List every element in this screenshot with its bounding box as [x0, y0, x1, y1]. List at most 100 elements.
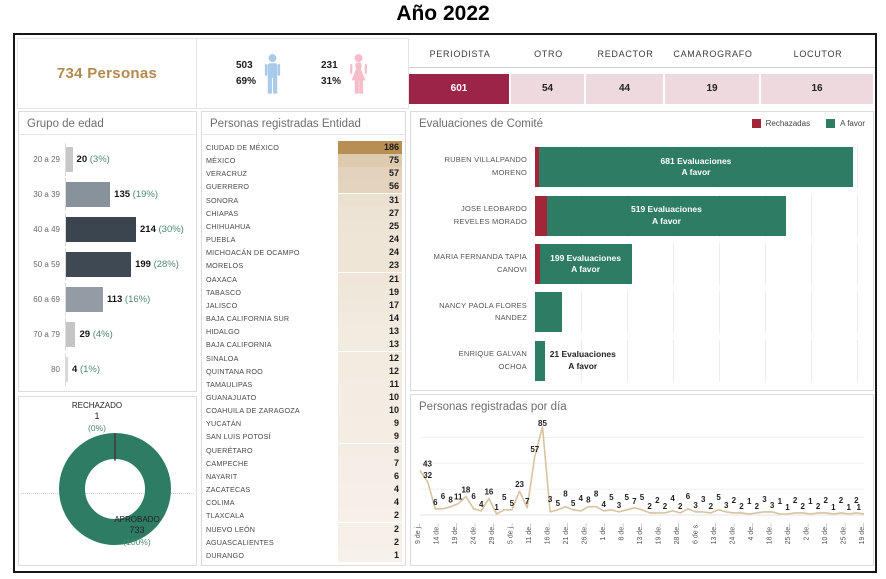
entity-row[interactable]: MORELOS 23 — [206, 259, 402, 273]
age-bar[interactable] — [66, 357, 68, 382]
daily-value-label: 5 — [556, 499, 561, 508]
afavor-bar-segment[interactable]: 199 Evaluaciones A favor — [539, 243, 632, 284]
entity-name: CIUDAD DE MÉXICO — [206, 143, 280, 152]
entity-row[interactable]: MÉXICO 75 — [206, 154, 402, 168]
entity-row[interactable]: CIUDAD DE MÉXICO 186 — [206, 141, 402, 154]
afavor-bar-segment[interactable]: 519 Evaluaciones A favor — [546, 195, 787, 236]
age-bar[interactable] — [66, 287, 103, 312]
daily-value-label: 2 — [732, 496, 737, 505]
evaluation-bar-zone: 681 Evaluaciones A favor — [535, 146, 868, 189]
age-value-label: 135 (19%) — [114, 189, 158, 200]
daily-value-label: 5 — [609, 493, 614, 502]
daily-value-label: 3 — [617, 501, 622, 510]
entity-name: DURANGO — [206, 550, 245, 560]
age-bar[interactable] — [66, 322, 76, 347]
rechazadas-bar-segment[interactable] — [535, 195, 547, 236]
gender-panel: 503 69% 231 31% — [197, 38, 409, 109]
entity-value: 10 — [338, 404, 402, 418]
daily-value-label: 1 — [857, 503, 862, 512]
evaluator-name: MARIA FERNANDA TAPIA CANOVI — [433, 252, 527, 274]
entity-row[interactable]: SAN LUIS POTOSÍ 9 — [206, 430, 402, 444]
daily-value-label: 3 — [701, 495, 706, 504]
profession-cell-redactor[interactable]: 44 — [586, 74, 665, 104]
entity-row[interactable]: TAMAULIPAS 11 — [206, 377, 402, 391]
entity-row[interactable]: GUANAJUATO 10 — [206, 390, 402, 404]
entity-name: YUCATÁN — [206, 419, 242, 429]
age-bar-row[interactable]: 50 a 59 199 (28%) — [23, 248, 194, 281]
entity-row[interactable]: COLIMA 4 — [206, 496, 402, 510]
daily-value-label: 3 — [548, 495, 553, 504]
daily-value-label: 16 — [484, 487, 493, 496]
age-bar-row[interactable]: 80 4 (1%) — [23, 353, 194, 386]
dashboard-board: 734 Personas 503 69% 23 — [13, 33, 877, 573]
entity-row[interactable]: QUINTANA ROO 12 — [206, 364, 402, 378]
entity-row[interactable]: HIDALGO 13 — [206, 325, 402, 339]
age-bar-row[interactable]: 40 a 49 214 (30%) — [23, 213, 194, 246]
entity-name: COLIMA — [206, 498, 235, 508]
entity-row[interactable]: SONORA 31 — [206, 193, 402, 207]
entity-row[interactable]: TLAXCALA 2 — [206, 509, 402, 523]
entity-row[interactable]: PUEBLA 24 — [206, 233, 402, 247]
entity-row[interactable]: OAXACA 21 — [206, 272, 402, 286]
entity-name: MÉXICO — [206, 156, 236, 166]
entity-row[interactable]: MICHOACÁN DE OCAMPO 24 — [206, 246, 402, 260]
daily-value-label: 4 — [479, 500, 484, 509]
entity-row[interactable]: CAMPECHE 7 — [206, 456, 402, 470]
rechazadas-bar-segment[interactable] — [535, 243, 540, 284]
evaluations-title: Evaluaciones de Comité — [419, 118, 544, 130]
age-bar-zone: 214 (30%) — [65, 213, 194, 246]
entity-name: SINALOA — [206, 353, 239, 363]
age-bar[interactable] — [66, 147, 73, 172]
age-bar-row[interactable]: 20 a 29 20 (3%) — [23, 143, 194, 176]
daily-chart-title: Personas registradas por día — [419, 401, 567, 413]
entity-row[interactable]: QUERÉTARO 8 — [206, 443, 402, 457]
afavor-bar-segment[interactable]: 681 Evaluaciones A favor — [538, 147, 854, 188]
entity-row[interactable]: GUERRERO 56 — [206, 180, 402, 194]
age-bar-row[interactable]: 30 a 39 135 (19%) — [23, 178, 194, 211]
female-stat[interactable]: 231 31% — [321, 53, 369, 94]
profession-cell-camarografo[interactable]: 19 — [665, 74, 761, 104]
afavor-bar-segment[interactable] — [535, 340, 545, 381]
evaluation-row: JOSE LEOBARDO REVELES MORADO 519 Evaluacio… — [415, 192, 868, 239]
daily-value-label: 23 — [515, 480, 524, 489]
status-donut[interactable] — [19, 397, 198, 565]
male-stat[interactable]: 503 69% — [236, 53, 282, 94]
age-bar[interactable] — [66, 182, 111, 207]
entity-row[interactable]: SINALOA 12 — [206, 351, 402, 365]
entity-name: TABASCO — [206, 287, 242, 297]
age-bar[interactable] — [66, 252, 132, 277]
entity-row[interactable]: YUCATÁN 9 — [206, 417, 402, 431]
rechazadas-bar-segment[interactable] — [535, 147, 539, 188]
daily-value-label: 85 — [538, 419, 547, 428]
entity-row[interactable]: ZACATECAS 4 — [206, 483, 402, 497]
entity-row[interactable]: NUEVO LEÓN 2 — [206, 522, 402, 536]
profession-cell-periodista[interactable]: 601 — [409, 74, 511, 104]
entity-row[interactable]: DURANGO 1 — [206, 548, 402, 562]
entity-row[interactable]: AGUASCALIENTES 2 — [206, 535, 402, 549]
entity-value: 23 — [338, 259, 402, 273]
afavor-bar-segment[interactable] — [535, 292, 562, 333]
entity-row[interactable]: TABASCO 19 — [206, 285, 402, 299]
entity-row[interactable]: BAJA CALIFORNIA 13 — [206, 338, 402, 352]
entity-value: 4 — [338, 483, 402, 497]
entity-name: BAJA CALIFORNIA — [206, 340, 272, 350]
daily-line[interactable] — [419, 426, 865, 515]
profession-cell-locutor[interactable]: 16 — [761, 74, 875, 104]
age-bar-row[interactable]: 70 a 79 29 (4%) — [23, 318, 194, 351]
daily-value-label: 5 — [571, 499, 576, 508]
entity-row[interactable]: VERACRUZ 57 — [206, 167, 402, 181]
entity-row[interactable]: CHIAPAS 27 — [206, 206, 402, 220]
profession-cell-otro[interactable]: 54 — [511, 74, 586, 104]
entity-value: 13 — [338, 325, 402, 339]
entity-row[interactable]: COAHUILA DE ZARAGOZA 10 — [206, 404, 402, 418]
entity-row[interactable]: BAJA CALIFORNIA SUR 14 — [206, 312, 402, 326]
entity-value: 75 — [338, 154, 402, 168]
entity-row[interactable]: CHIHUAHUA 25 — [206, 219, 402, 233]
age-bar-row[interactable]: 60 a 69 113 (16%) — [23, 283, 194, 316]
age-bar[interactable] — [66, 217, 136, 242]
entity-row[interactable]: JALISCO 17 — [206, 298, 402, 312]
entity-row[interactable]: NAYARIT 6 — [206, 469, 402, 483]
total-personas-value: 734 Personas — [56, 65, 158, 82]
daily-x-label: 24 de.. — [471, 523, 478, 544]
